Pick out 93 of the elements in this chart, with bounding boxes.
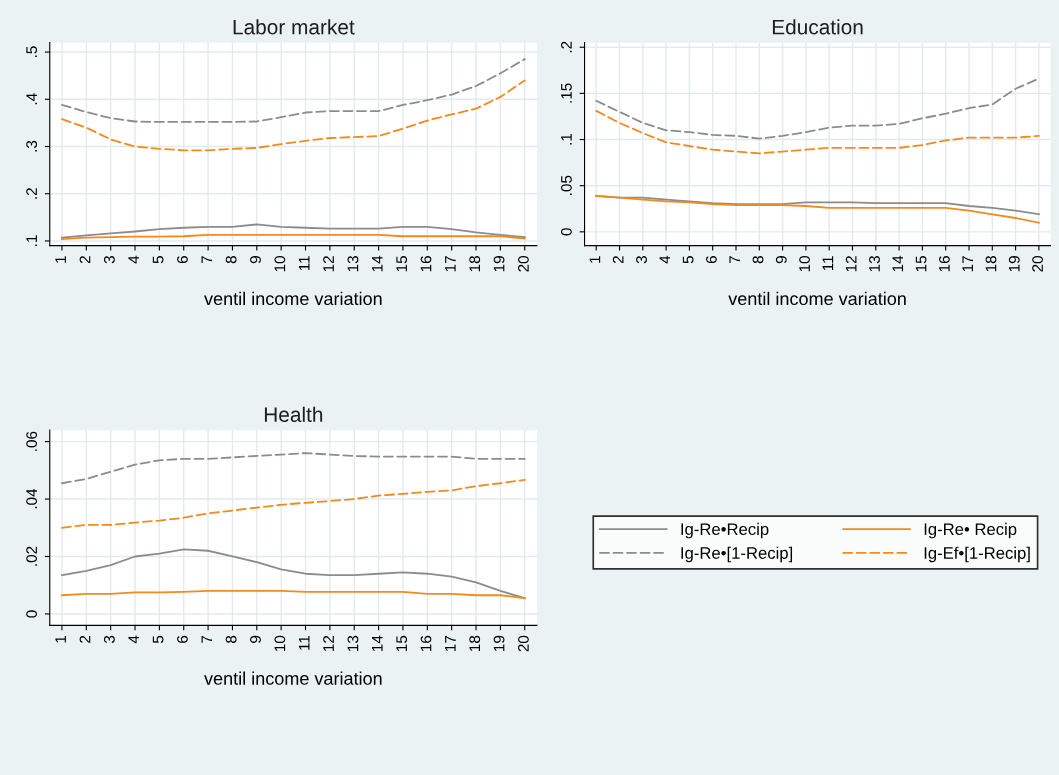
x-tick-label: 16 [420, 256, 432, 272]
x-tick-label: 6 [177, 635, 188, 643]
x-tick-label: 8 [225, 635, 237, 643]
line-series [61, 590, 526, 600]
line-series [595, 110, 1040, 155]
line-series [61, 478, 526, 529]
x-tick-label: 19 [493, 256, 505, 272]
y-tick-label: .02 [26, 546, 38, 566]
x-tick-label: 5 [682, 256, 694, 264]
line-series [595, 77, 1040, 140]
x-axis-title: ventil income variation [204, 671, 382, 685]
x-tick-label: 4 [659, 255, 671, 264]
x-tick-label: 9 [250, 256, 261, 264]
x-tick-label: 8 [752, 256, 764, 264]
line-series [61, 58, 526, 123]
x-axis-title: ventil income variation [204, 291, 382, 306]
x-tick-label: 2 [612, 256, 624, 264]
x-tick-label: 10 [274, 635, 286, 651]
x-tick-label: 3 [103, 256, 115, 264]
line-series [61, 223, 526, 239]
x-tick-label: 14 [892, 255, 904, 272]
x-tick-label: 9 [775, 256, 787, 264]
y-tick-label: .06 [26, 431, 38, 451]
y-tick-label: .05 [561, 175, 572, 195]
y-tick-label: .4 [26, 93, 37, 105]
y-tick-label: .3 [26, 140, 38, 152]
x-tick-label: 12 [323, 256, 334, 272]
x-tick-label: 10 [274, 255, 286, 272]
legend-label: Ig-Ef•[1-Recip] [924, 546, 1030, 563]
x-tick-label: 10 [799, 255, 810, 272]
x-axis-title: ventil income variation [728, 291, 906, 306]
x-tick-label: 11 [822, 256, 834, 271]
x-tick-label: 7 [201, 635, 213, 643]
x-tick-label: 11 [298, 635, 310, 650]
x-tick-label: 17 [445, 635, 456, 651]
x-tick-label: 14 [372, 255, 383, 272]
y-tick-label: .1 [26, 235, 37, 246]
x-tick-label: 3 [636, 256, 647, 264]
x-tick-label: 3 [103, 635, 115, 644]
x-tick-label: 1 [589, 256, 601, 263]
x-tick-label: 11 [298, 256, 310, 271]
y-tick-label: 0 [561, 228, 572, 236]
x-tick-label: 6 [705, 256, 717, 264]
x-tick-label: 19 [493, 635, 505, 651]
x-tick-label: 15 [396, 635, 408, 651]
x-tick-label: 5 [152, 635, 164, 644]
x-tick-label: 6 [177, 256, 188, 264]
x-tick-label: 5 [152, 256, 164, 264]
y-tick-label: 0 [26, 610, 38, 618]
y-tick-label: .04 [26, 488, 38, 509]
x-tick-label: 15 [915, 256, 927, 272]
x-tick-label: 4 [128, 255, 139, 264]
x-tick-label: 7 [201, 256, 213, 264]
x-tick-label: 16 [420, 635, 432, 651]
x-tick-label: 2 [79, 256, 91, 264]
x-tick-label: 13 [869, 256, 880, 272]
x-tick-label: 16 [938, 256, 950, 272]
legend-label: Ig-Re• Recip [924, 522, 1017, 539]
x-tick-label: 7 [729, 256, 740, 264]
x-tick-label: 18 [469, 256, 481, 272]
x-tick-label: 13 [347, 635, 359, 651]
y-tick-label: .1 [561, 133, 572, 145]
y-tick-label: .5 [26, 46, 38, 58]
x-tick-label: 12 [323, 635, 334, 651]
line-series [61, 452, 526, 485]
x-tick-label: 15 [396, 256, 408, 272]
x-tick-label: 9 [250, 635, 261, 643]
x-tick-label: 19 [1008, 256, 1020, 272]
chart-title: Labor market [233, 19, 355, 35]
line-series [61, 79, 526, 152]
chart-title: Health [264, 406, 323, 422]
x-tick-label: 1 [55, 256, 66, 263]
x-tick-label: 13 [347, 256, 359, 272]
x-tick-label: 4 [128, 635, 139, 644]
y-tick-label: .2 [26, 188, 37, 199]
x-tick-label: 18 [469, 635, 481, 651]
x-tick-label: 20 [1032, 255, 1043, 272]
x-tick-label: 1 [55, 635, 66, 643]
x-tick-label: 17 [445, 256, 456, 272]
legend-label: Ig-Re•[1-Recip] [681, 546, 793, 563]
y-tick-label: .2 [561, 41, 572, 53]
x-tick-label: 8 [225, 256, 237, 264]
x-tick-label: 14 [372, 635, 383, 651]
legend-label: Ig-Re•Recip [681, 522, 769, 539]
line-series [595, 194, 1040, 224]
x-tick-label: 12 [845, 256, 857, 272]
x-tick-label: 2 [79, 635, 91, 643]
chart-title: Education [772, 19, 863, 35]
x-tick-label: 17 [962, 256, 973, 272]
x-tick-label: 18 [985, 256, 997, 272]
x-tick-label: 20 [518, 255, 529, 272]
x-tick-label: 20 [518, 635, 529, 652]
y-tick-label: .15 [561, 83, 572, 103]
